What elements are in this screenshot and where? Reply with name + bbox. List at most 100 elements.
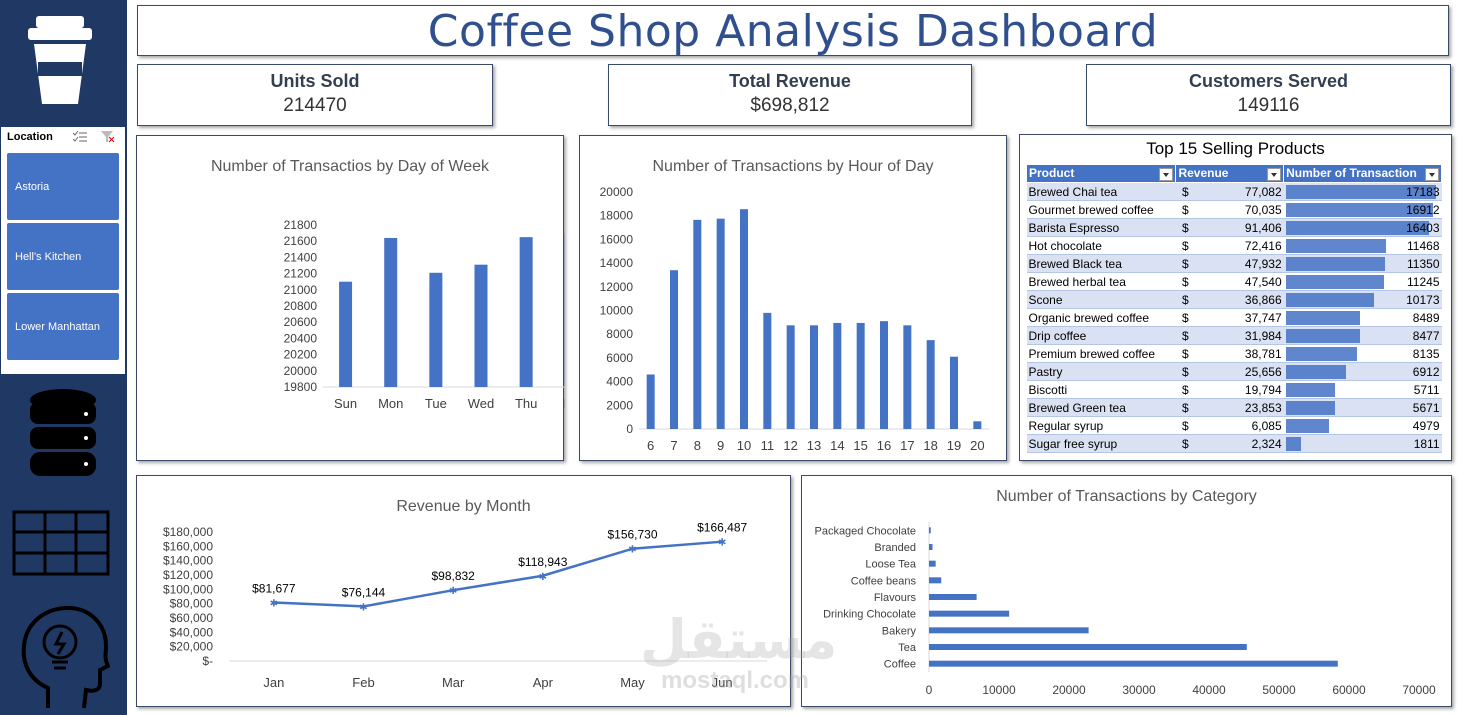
bar — [716, 218, 725, 429]
table-grid-icon[interactable] — [12, 510, 110, 576]
bar — [856, 322, 865, 429]
cell-transactions: 4979 — [1283, 416, 1442, 435]
cell-revenue: $77,082 — [1175, 182, 1284, 201]
data-bar — [1285, 257, 1385, 271]
point-marker: ✱ — [718, 538, 726, 549]
transactions-value: 11468 — [1407, 238, 1440, 253]
x-tick-label: 8 — [694, 438, 701, 453]
currency-symbol: $ — [1181, 436, 1189, 451]
bar — [474, 264, 488, 387]
currency-symbol: $ — [1181, 328, 1189, 343]
multi-select-icon[interactable] — [73, 131, 87, 143]
bar — [929, 610, 1010, 617]
filter-dropdown-icon[interactable] — [1267, 168, 1282, 181]
table-row: Premium brewed coffee $38,781 8135 — [1026, 344, 1442, 363]
bar — [880, 321, 888, 429]
cell-transactions: 16403 — [1283, 218, 1442, 237]
x-tick-label: 16 — [877, 438, 891, 453]
y-tick-label: $180,000 — [163, 525, 213, 539]
col-header-revenue[interactable]: Revenue — [1175, 164, 1285, 183]
currency-symbol: $ — [1181, 382, 1189, 397]
cell-revenue: $31,984 — [1175, 326, 1284, 345]
revenue-value: 70,035 — [1244, 202, 1282, 217]
table-row: Brewed Chai tea $77,082 17183 — [1026, 182, 1442, 201]
data-bar — [1285, 239, 1386, 253]
y-tick-label: 20600 — [284, 315, 318, 329]
y-tick-label: 16000 — [600, 232, 634, 246]
point-marker: ✱ — [359, 602, 367, 613]
table-row: Sugar free syrup $2,324 1811 — [1026, 434, 1442, 453]
cell-transactions: 1811 — [1283, 434, 1442, 453]
y-tick-label: Tea — [898, 642, 917, 654]
bar — [929, 527, 931, 534]
y-tick-label: 12000 — [600, 280, 634, 294]
col-header-product[interactable]: Product — [1025, 164, 1177, 183]
slicer-item-label: Astoria — [15, 180, 50, 193]
head-idea-icon[interactable] — [18, 604, 110, 710]
currency-symbol: $ — [1181, 220, 1189, 235]
kpi-total-revenue: Total Revenue $698,812 — [608, 64, 972, 126]
coffee-cup-icon[interactable] — [24, 14, 96, 108]
col-header-transactions[interactable]: Number of Transaction — [1283, 164, 1442, 183]
cell-transactions: 6912 — [1283, 362, 1442, 381]
x-tick-label: 15 — [853, 438, 867, 453]
cell-revenue: $23,853 — [1175, 398, 1284, 417]
x-tick-label: Tue — [425, 396, 447, 411]
cell-transactions: 8477 — [1283, 326, 1442, 345]
currency-symbol: $ — [1181, 238, 1189, 253]
revenue-value: 2,324 — [1251, 436, 1282, 451]
top15-table: Product Revenue Number of Transaction Br… — [1025, 164, 1442, 453]
cell-transactions: 17183 — [1283, 182, 1442, 201]
cell-revenue: $25,656 — [1175, 362, 1284, 381]
revenue-value: 77,082 — [1244, 184, 1282, 199]
x-tick-label: May — [620, 675, 645, 690]
database-icon[interactable] — [28, 388, 98, 480]
clear-filter-icon[interactable] — [101, 131, 115, 143]
revenue-value: 31,984 — [1244, 328, 1282, 343]
bar — [903, 325, 912, 429]
cell-product: Organic brewed coffee — [1026, 308, 1176, 327]
chart-title: Number of Transactions by Category — [996, 488, 1257, 505]
x-tick-label: 30000 — [1122, 683, 1156, 697]
cell-product: Premium brewed coffee — [1026, 344, 1176, 363]
x-tick-label: 20000 — [1052, 683, 1086, 697]
cell-revenue: $70,035 — [1175, 200, 1284, 219]
y-tick-label: $140,000 — [163, 554, 213, 568]
table-row: Hot chocolate $72,416 11468 — [1026, 236, 1442, 255]
transactions-value: 16912 — [1406, 202, 1440, 217]
chart-day-of-week-panel: Number of Transactios by Day of Week 198… — [136, 135, 565, 461]
x-tick-label: 6 — [647, 438, 654, 453]
slicer-item-hells-kitchen[interactable]: Hell's Kitchen — [7, 223, 119, 290]
x-tick-label: Sun — [334, 396, 357, 411]
cell-product: Brewed Chai tea — [1026, 182, 1176, 201]
filter-dropdown-icon[interactable] — [1425, 168, 1439, 181]
chart-revenue-month-panel: Revenue by Month $- $20,000 $40,000 $60,000… — [136, 475, 791, 707]
y-tick-label: 10000 — [600, 304, 634, 318]
slicer-item-lower-manhattan[interactable]: Lower Manhattan — [7, 293, 119, 360]
transactions-value: 6912 — [1412, 364, 1440, 379]
kpi-label: Units Sold — [270, 71, 360, 91]
currency-symbol: $ — [1181, 256, 1189, 271]
y-tick-label: 20000 — [600, 185, 634, 199]
transactions-value: 16403 — [1406, 220, 1440, 235]
y-tick-label: $80,000 — [170, 597, 214, 611]
transactions-value: 8477 — [1412, 328, 1440, 343]
x-tick-label: 50000 — [1262, 683, 1296, 697]
slicer-item-astoria[interactable]: Astoria — [7, 153, 119, 220]
bar — [810, 325, 818, 429]
bar — [929, 577, 942, 584]
transactions-value: 4979 — [1412, 418, 1440, 433]
y-tick-label: Coffee beans — [851, 575, 917, 587]
cell-product: Sugar free syrup — [1026, 434, 1176, 453]
bar — [929, 627, 1089, 634]
transactions-value: 11350 — [1407, 256, 1440, 271]
currency-symbol: $ — [1181, 418, 1189, 433]
cell-revenue: $6,085 — [1175, 416, 1284, 435]
y-tick-label: $20,000 — [170, 640, 214, 654]
point-marker: ✱ — [449, 586, 457, 597]
x-tick-label: 0 — [926, 683, 933, 697]
filter-dropdown-icon[interactable] — [1159, 168, 1174, 181]
y-tick-label: 21600 — [284, 234, 318, 248]
data-label: $118,943 — [518, 555, 567, 569]
data-bar — [1285, 203, 1434, 217]
